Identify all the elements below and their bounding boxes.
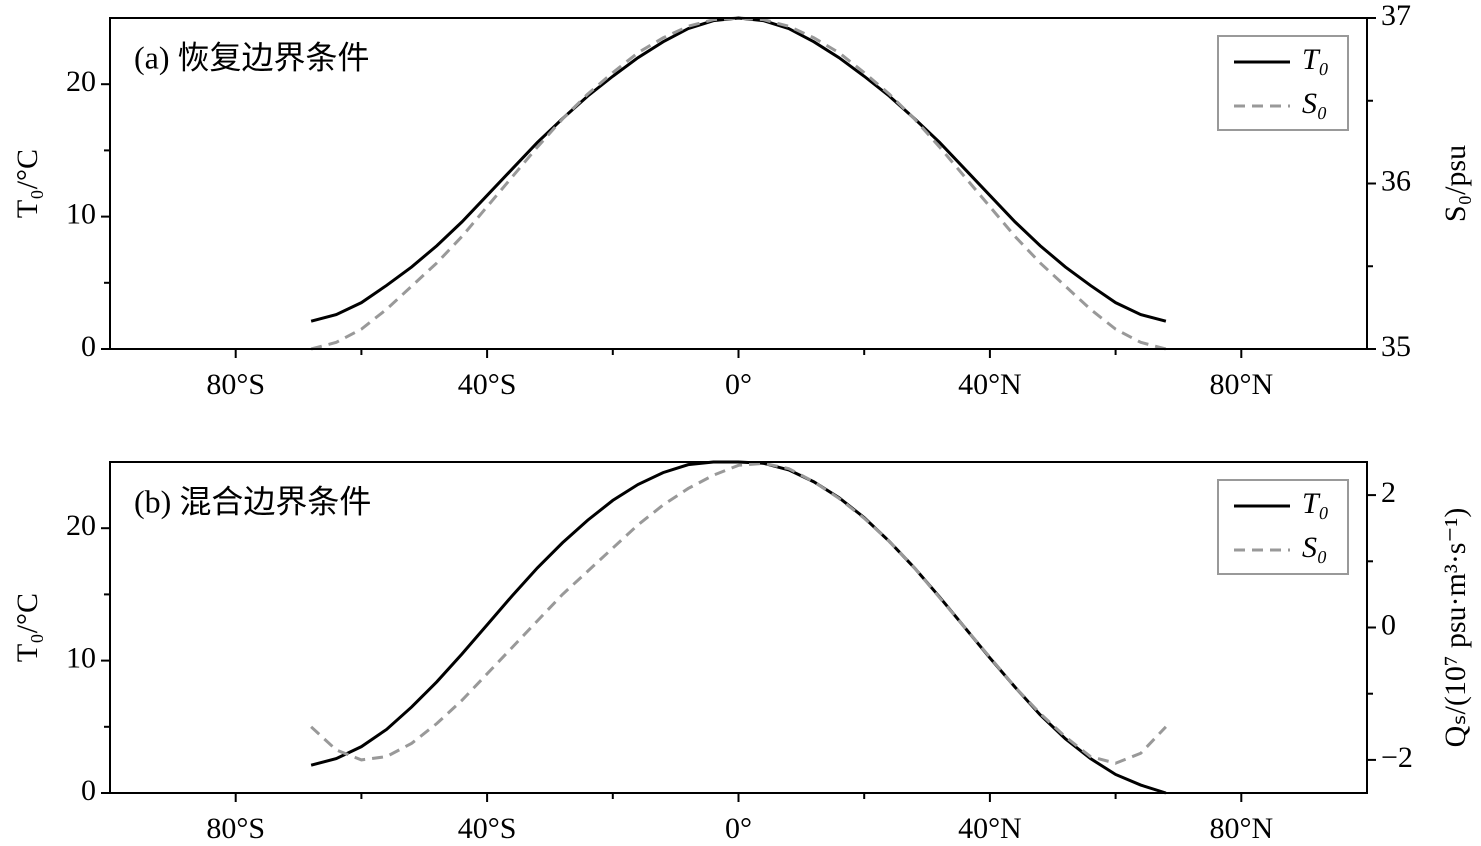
legend-label: T₀ — [1302, 487, 1329, 520]
series-line — [310, 16, 1167, 323]
x-tick-label: 40°N — [958, 368, 1022, 401]
y-tick-label: 0 — [81, 330, 96, 363]
legend-box — [1217, 479, 1349, 575]
x-tick-label: 40°N — [958, 812, 1022, 845]
y2-axis-label: S₀/psu — [1439, 145, 1472, 222]
y-tick-label: 10 — [66, 197, 96, 230]
y2-tick-label: 37 — [1381, 0, 1411, 32]
x-tick-label: 0° — [725, 368, 752, 401]
y-tick-label: 10 — [66, 641, 96, 674]
legend-label: S₀ — [1302, 531, 1327, 564]
panel-title: (a) 恢复边界条件 — [134, 39, 370, 75]
y2-tick-label: 0 — [1381, 608, 1396, 641]
series-line — [310, 461, 1167, 765]
series-line — [310, 16, 1167, 351]
x-tick-label: 40°S — [458, 812, 517, 845]
y-tick-label: 20 — [66, 509, 96, 542]
y2-tick-label: 2 — [1381, 476, 1396, 509]
x-tick-label: 80°S — [206, 812, 265, 845]
y-tick-label: 0 — [81, 774, 96, 807]
y-axis-label: T₀/°C — [11, 149, 44, 218]
x-tick-label: 80°N — [1209, 812, 1273, 845]
legend-label: T₀ — [1302, 43, 1329, 76]
x-tick-label: 80°S — [206, 368, 265, 401]
plot-frame — [109, 17, 1368, 350]
y-axis-label: T₀/°C — [11, 593, 44, 662]
legend-box — [1217, 35, 1349, 131]
y-tick-label: 20 — [66, 65, 96, 98]
y2-tick-label: 35 — [1381, 330, 1411, 363]
y2-tick-label: 36 — [1381, 164, 1411, 197]
x-tick-label: 0° — [725, 812, 752, 845]
y2-axis-label: Qₛ/(10⁷ psu·m³·s⁻¹) — [1439, 508, 1472, 748]
panel-title: (b) 混合边界条件 — [134, 483, 371, 519]
plot-frame — [109, 461, 1368, 794]
series-line — [310, 460, 1167, 795]
legend-label: S₀ — [1302, 87, 1327, 120]
y2-tick-label: −2 — [1381, 741, 1413, 774]
x-tick-label: 80°N — [1209, 368, 1273, 401]
x-tick-label: 40°S — [458, 368, 517, 401]
